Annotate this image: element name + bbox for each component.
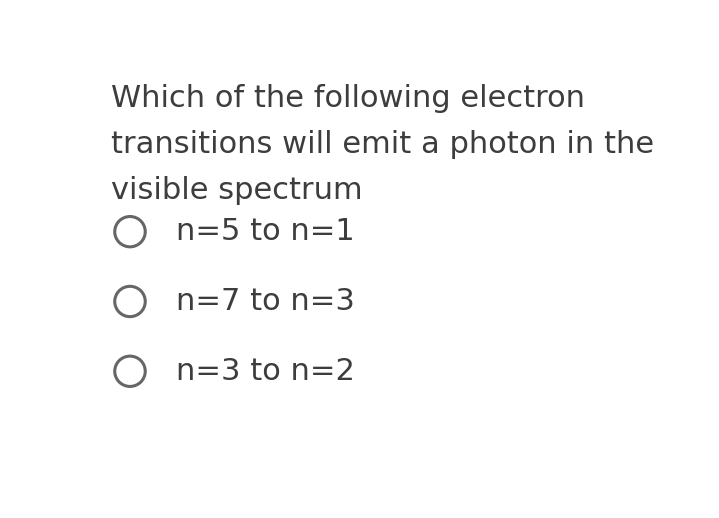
- Text: visible spectrum: visible spectrum: [111, 176, 362, 205]
- Text: n=7 to n=3: n=7 to n=3: [176, 287, 355, 316]
- Text: n=5 to n=1: n=5 to n=1: [176, 217, 355, 246]
- Text: transitions will emit a photon in the: transitions will emit a photon in the: [111, 130, 654, 159]
- Text: n=3 to n=2: n=3 to n=2: [176, 357, 355, 386]
- Text: Which of the following electron: Which of the following electron: [111, 84, 585, 113]
